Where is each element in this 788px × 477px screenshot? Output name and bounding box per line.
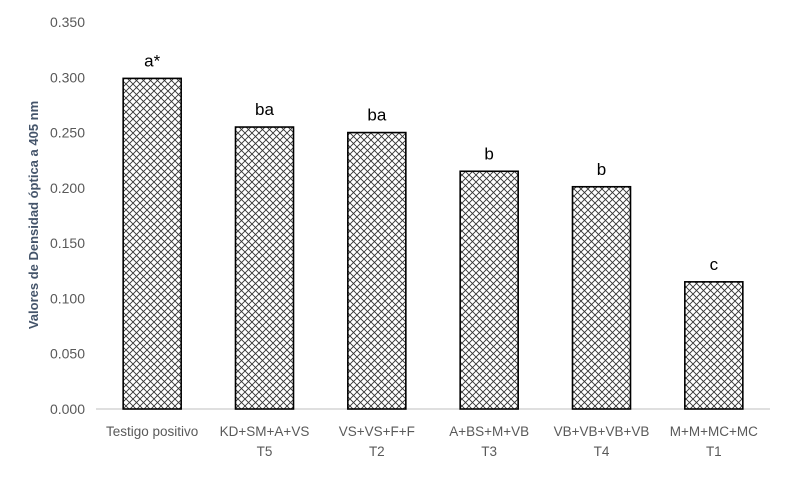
- y-tick-label: 0.350: [50, 14, 85, 30]
- y-tick-label: 0.100: [50, 290, 85, 306]
- category-label: M+M+MC+MC: [670, 424, 758, 439]
- category-label: VB+VB+VB+VB: [554, 424, 650, 439]
- category-sublabel: T4: [594, 444, 610, 459]
- category-labels: Testigo positivo KD+SM+A+VS T5 VS+VS+F+F T2 A…: [106, 424, 758, 459]
- y-axis-ticks: 0.000 0.050 0.100 0.150 0.200 0.250 0.300 0.350: [50, 14, 85, 417]
- bar: [684, 281, 744, 410]
- bar: [122, 77, 182, 410]
- category-sublabel: T2: [369, 444, 385, 459]
- bar: [347, 131, 407, 410]
- category-label: Testigo positivo: [106, 424, 198, 439]
- significance-label: b: [597, 160, 606, 179]
- y-tick-label: 0.000: [50, 401, 85, 417]
- y-tick-label: 0.150: [50, 235, 85, 251]
- y-axis-label: Valores de Densidad óptica a 405 nm: [26, 101, 41, 329]
- y-tick-label: 0.050: [50, 346, 85, 362]
- significance-label: c: [710, 255, 719, 274]
- significance-label: ba: [367, 106, 386, 125]
- y-tick-label: 0.200: [50, 180, 85, 196]
- significance-label: ba: [255, 100, 274, 119]
- significance-label: a*: [144, 51, 160, 70]
- category-label: A+BS+M+VB: [449, 424, 529, 439]
- bar: [234, 126, 295, 410]
- category-sublabel: T3: [481, 444, 497, 459]
- category-sublabel: T5: [257, 444, 273, 459]
- category-sublabel: T1: [706, 444, 722, 459]
- significance-label: b: [484, 144, 493, 163]
- y-tick-label: 0.250: [50, 125, 85, 141]
- category-label: VS+VS+F+F: [339, 424, 415, 439]
- bars: [122, 77, 744, 410]
- y-tick-label: 0.300: [50, 69, 85, 85]
- bar: [459, 170, 519, 410]
- category-label: KD+SM+A+VS: [220, 424, 310, 439]
- bar: [571, 185, 632, 410]
- significance-labels: a* ba ba b b c: [144, 51, 718, 273]
